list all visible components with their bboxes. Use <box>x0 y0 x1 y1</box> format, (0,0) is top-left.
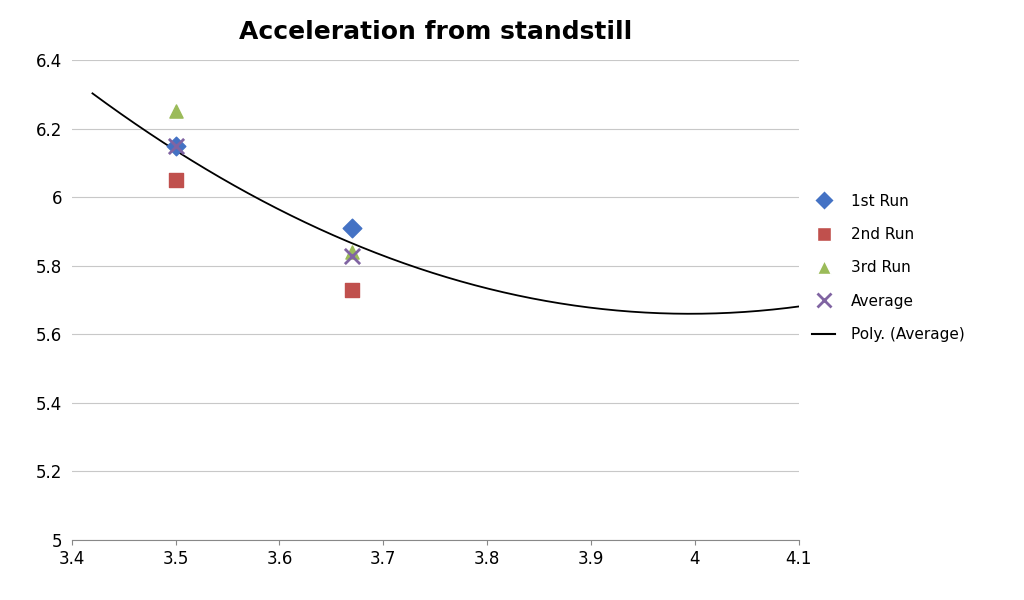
Point <box>344 223 360 233</box>
Point <box>344 251 360 261</box>
Point <box>167 107 183 116</box>
Point <box>167 141 183 151</box>
Point <box>344 285 360 295</box>
Title: Acceleration from standstill: Acceleration from standstill <box>239 20 632 44</box>
Point <box>167 141 183 151</box>
Legend: 1st Run, 2nd Run, 3rd Run, Average, Poly. (Average): 1st Run, 2nd Run, 3rd Run, Average, Poly… <box>806 188 971 348</box>
Point <box>167 175 183 185</box>
Point <box>344 247 360 257</box>
